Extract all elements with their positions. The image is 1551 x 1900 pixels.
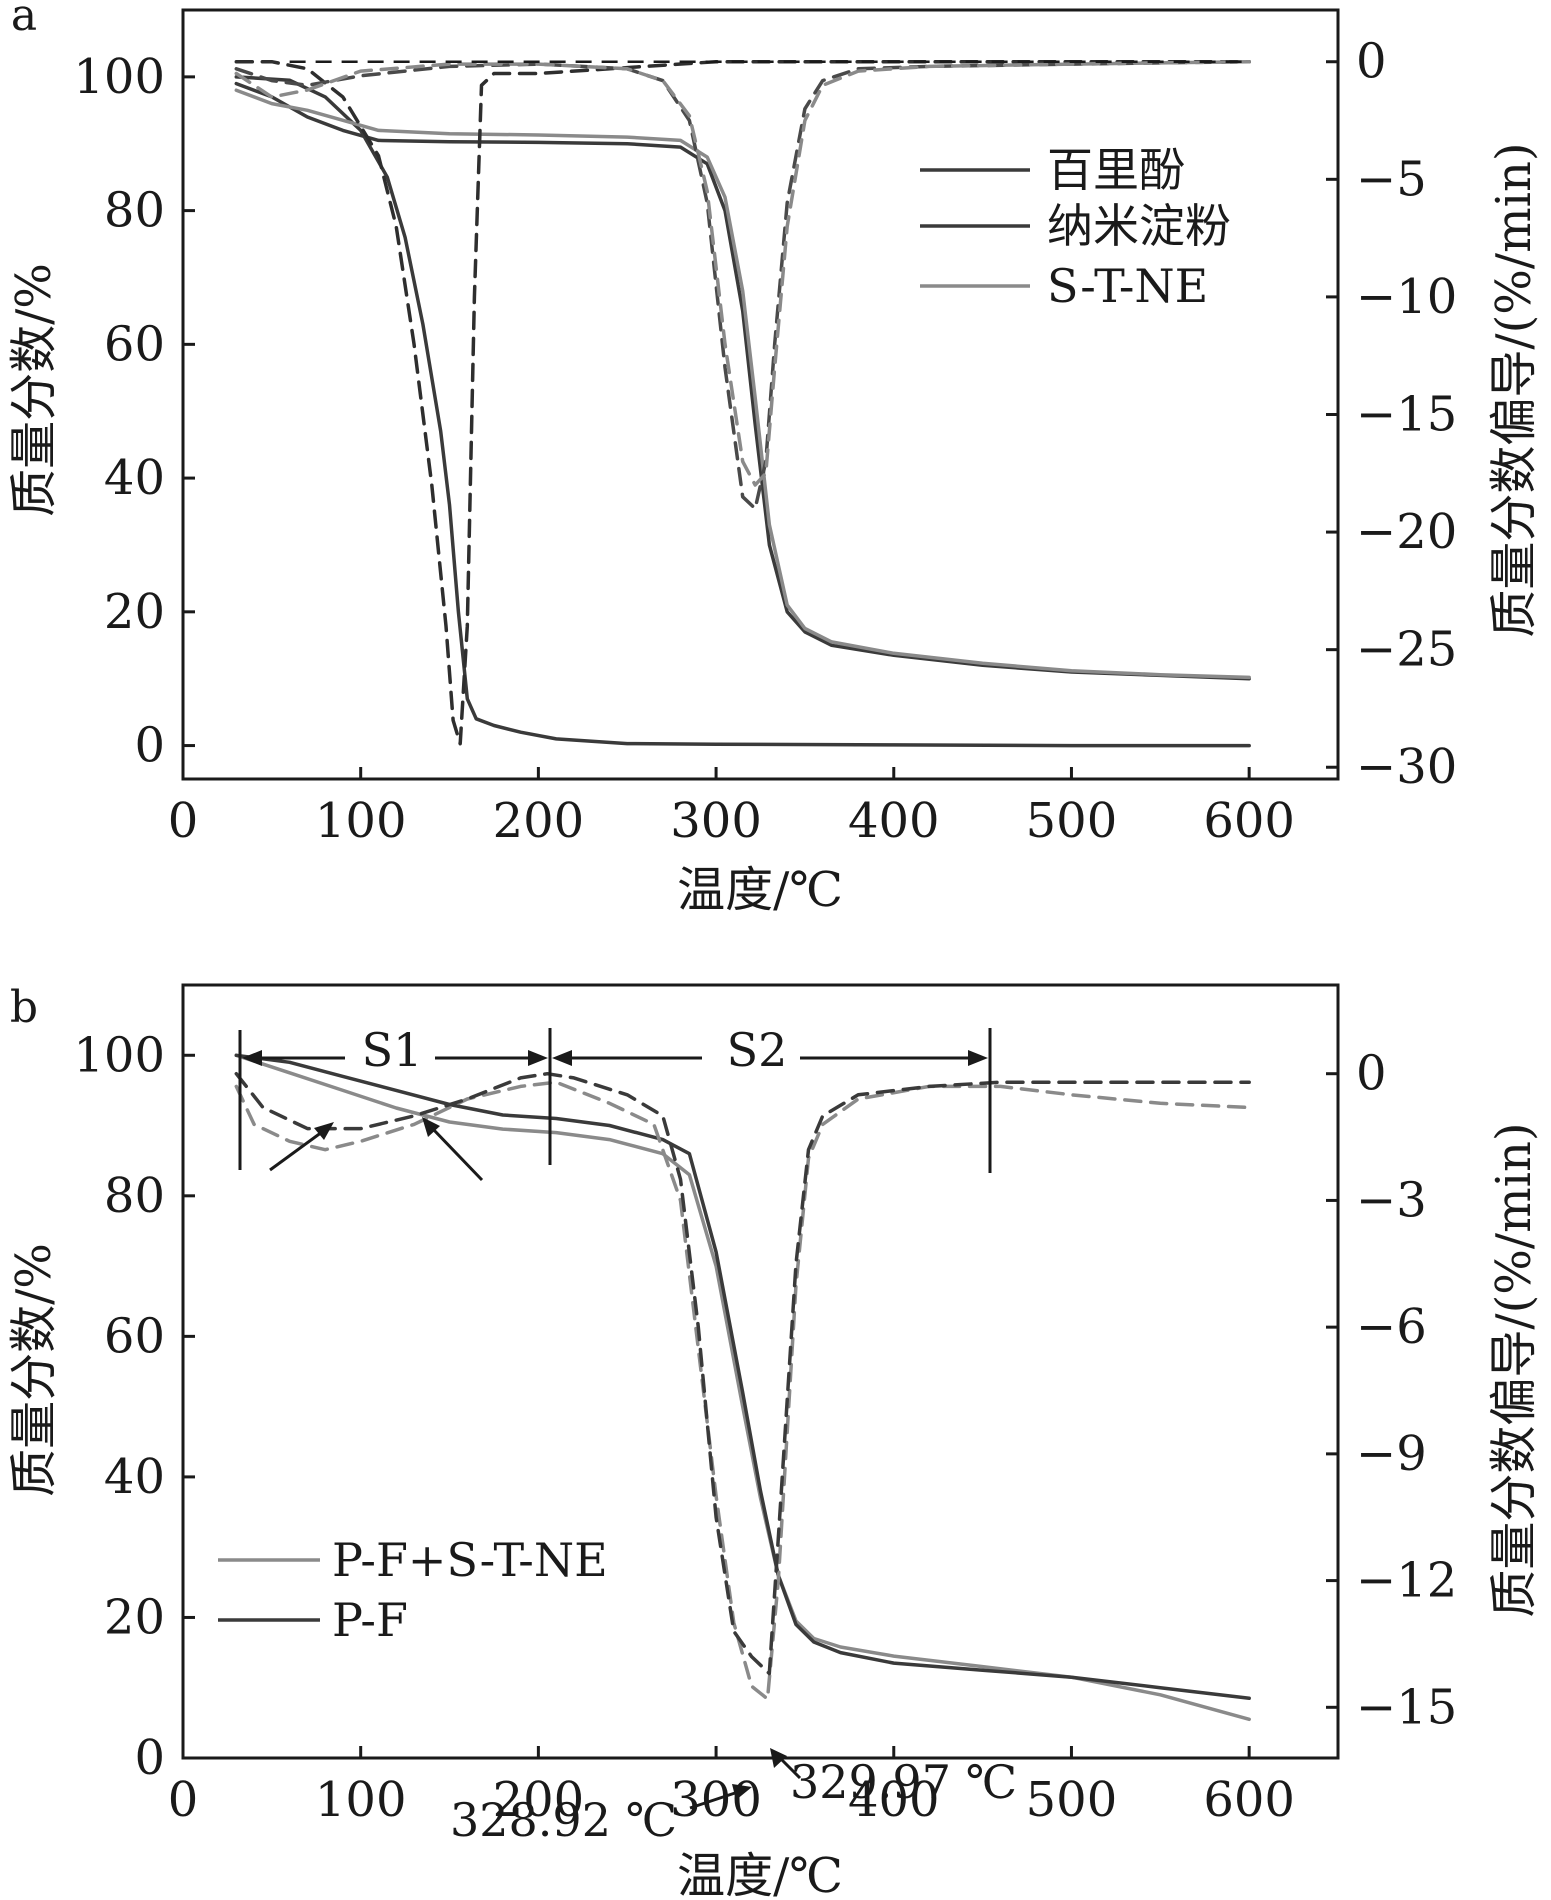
y-tick-label: 20 [104,1589,165,1645]
x-tick-label: 400 [848,1772,940,1828]
dtg-line [234,1071,1251,1676]
mass-line [234,81,1251,681]
stage-label-s1: S1 [362,1023,423,1077]
y2-tick-label: −6 [1356,1299,1427,1355]
x-tick-label: 500 [1026,793,1118,849]
pointer-arrowhead-peak-1 [732,1784,752,1800]
x-axis-title-b: 温度/℃ [677,1848,843,1900]
y-tick-label: 100 [73,49,165,105]
x-tick-label: 600 [1203,1772,1295,1828]
y2-tick-label: −5 [1356,151,1427,207]
plot-frame-b [181,983,1340,1760]
y-tick-label: 0 [134,1730,165,1786]
x-tick-label: 200 [493,1772,585,1828]
pointer-arrowhead-dtg-dip [314,1122,334,1140]
mass-line [234,1053,1251,1701]
y-axis-title-b: 质量分数/% [6,1243,62,1497]
panel-label-b: b [10,982,38,1033]
s2-arrowhead-left [552,1050,572,1066]
legend-label-pf-stne: P-F+S-T-NE [332,1533,608,1587]
x-tick-label: 0 [168,1772,199,1828]
legend-a: 百里酚 纳米淀粉 S-T-NE [920,143,1231,313]
pointer-arrow-dtg-dip [269,1130,323,1172]
stage-markers [238,1028,992,1173]
y2-tick-label: −12 [1356,1553,1457,1609]
x-tick-label: 300 [670,793,762,849]
legend-label-nanostarch: 纳米淀粉 [1047,199,1231,253]
y-axis-ticks-b: 0 20 40 60 80 100 [73,1027,195,1786]
y-tick-label: 40 [104,1449,165,1505]
y2-tick-label: −3 [1356,1172,1427,1228]
peak-annotation-2: 329.97 ℃ [790,1755,1017,1809]
x-tick-label: 100 [315,1772,407,1828]
series-group-a [234,59,1251,748]
x-tick-label: 500 [1026,1772,1118,1828]
x-tick-label: 100 [315,793,407,849]
y-tick-label: 20 [104,584,165,640]
plot-frame-a [181,8,1340,781]
panel-label-a: a [11,0,37,41]
x-axis-title-a: 温度/℃ [677,862,843,918]
stage-label-s2: S2 [727,1023,788,1077]
y2-tick-label: −15 [1356,1679,1457,1735]
pointer-arrow-mass-step [430,1126,484,1182]
dtg-line [234,59,1251,511]
y-axis-ticks-a: 0 20 40 60 80 100 [73,49,195,774]
mass-line [234,1053,1251,1722]
x-axis-ticks-a: 0 100 200 300 400 500 600 [168,767,1295,849]
x-tick-label: 200 [493,793,585,849]
dtg-line [234,59,1251,487]
x-tick-label: 0 [168,793,199,849]
y2-tick-label: 0 [1356,1046,1387,1102]
pointer-arrow-peak-2 [778,1756,802,1780]
legend-label-s-t-ne: S-T-NE [1047,259,1208,313]
x-tick-label: 400 [848,793,940,849]
panel-a: a 0 100 200 300 400 500 600 0 20 40 60 80 100 0 −5 −1… [6,0,1542,918]
pointer-arrowhead-peak-2 [770,1748,787,1768]
y2-axis-title-b: 质量分数偏导/(%/min) [1486,1122,1542,1617]
pointer-arrows [269,1117,802,1810]
y2-tick-label: −25 [1356,622,1457,678]
y-tick-label: 0 [134,718,165,774]
peak-annotation-1: 328.92 ℃ [450,1793,677,1847]
y-axis-title-a: 质量分数/% [6,263,62,517]
legend-b: P-F+S-T-NE P-F [218,1533,608,1647]
legend-label-thymol: 百里酚 [1047,143,1185,197]
dtg-line [234,59,1251,746]
y2-tick-label: −10 [1356,269,1457,325]
legend-label-pf: P-F [332,1593,408,1647]
y2-axis-ticks-a: 0 −5 −10 −15 −20 −25 −30 [1326,34,1457,795]
y2-tick-label: −30 [1356,739,1457,795]
y-tick-label: 60 [104,316,165,372]
s1-arrowhead-left [242,1050,262,1066]
y-tick-label: 80 [104,1168,165,1224]
y2-axis-ticks-b: 0 −3 −6 −9 −12 −15 [1326,1046,1457,1735]
x-tick-label: 600 [1203,793,1295,849]
y2-tick-label: −9 [1356,1426,1427,1482]
y-tick-label: 80 [104,183,165,239]
pointer-arrow-peak-1 [689,1790,739,1810]
y2-tick-label: 0 [1356,34,1387,90]
mass-line [234,88,1251,680]
y2-tick-label: −15 [1356,386,1457,442]
y-tick-label: 100 [73,1027,165,1083]
y-tick-label: 60 [104,1308,165,1364]
pointer-arrowhead-mass-step [422,1117,440,1137]
y2-tick-label: −20 [1356,504,1457,560]
s1-arrowhead-right [528,1050,548,1066]
series-group-b [234,1053,1251,1722]
y2-axis-title-a: 质量分数偏导/(%/min) [1486,142,1542,637]
y-tick-label: 40 [104,450,165,506]
s2-arrowhead-right [968,1050,988,1066]
